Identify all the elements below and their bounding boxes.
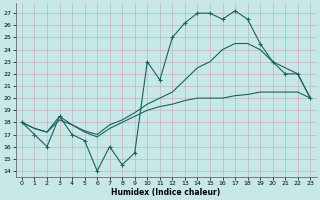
X-axis label: Humidex (Indice chaleur): Humidex (Indice chaleur) [111, 188, 221, 197]
